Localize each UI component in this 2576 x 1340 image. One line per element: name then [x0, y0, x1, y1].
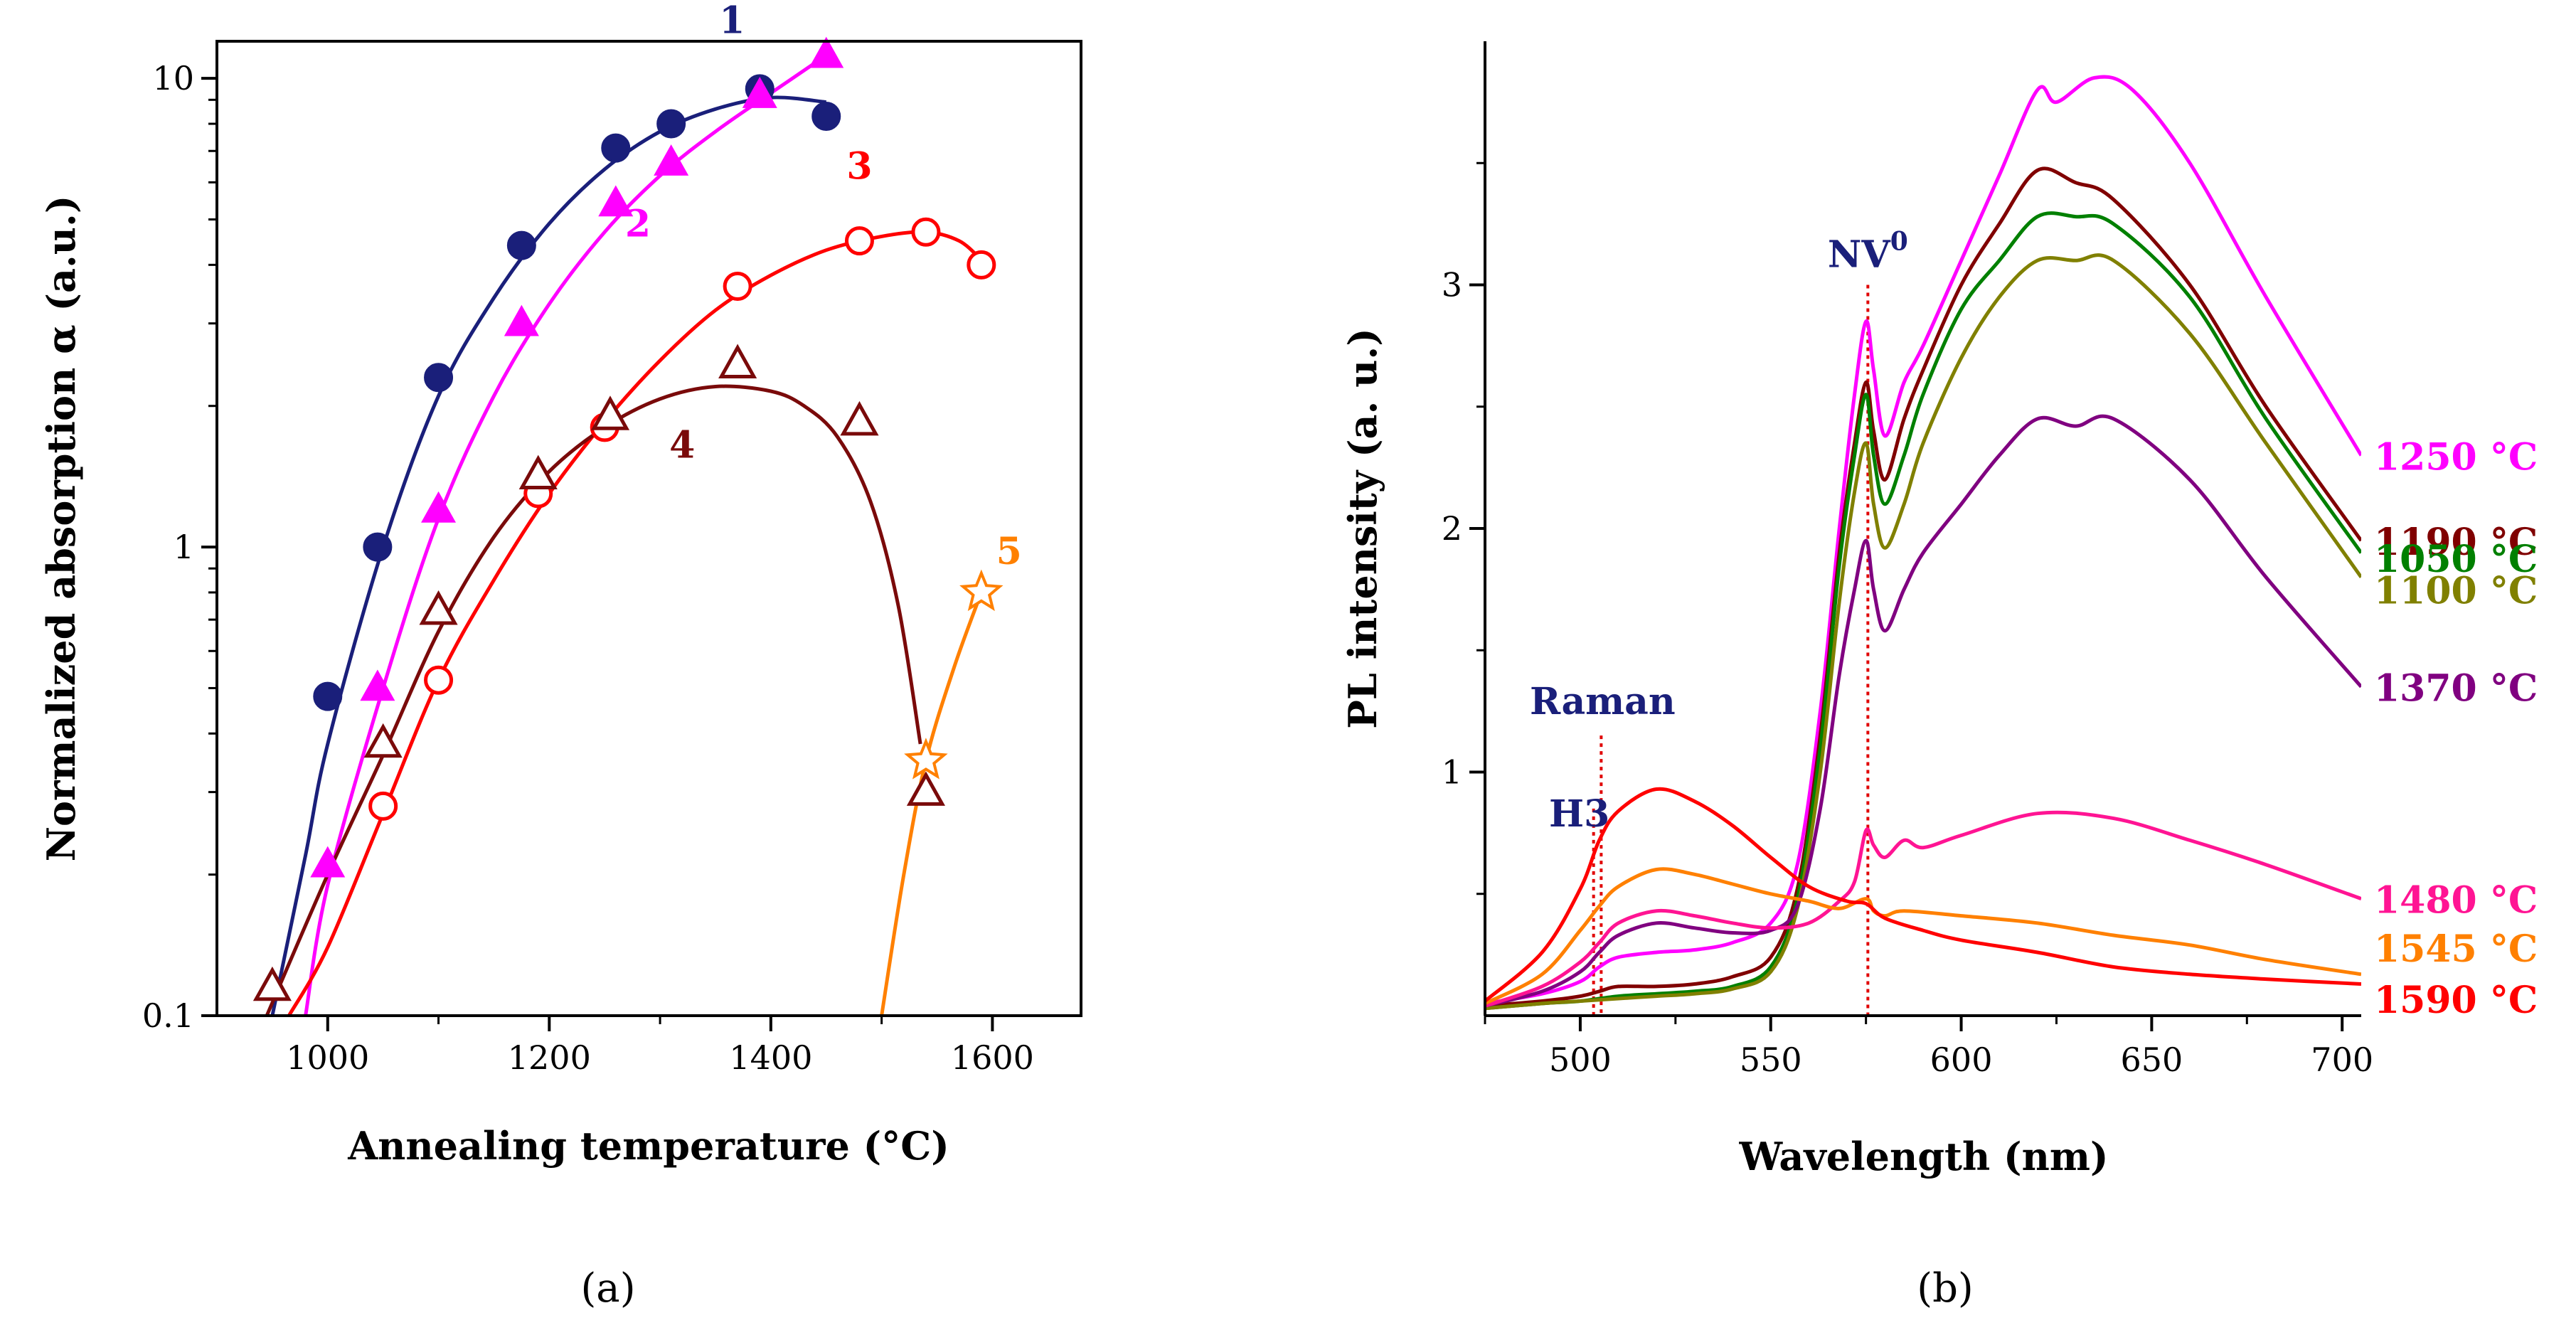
panel-a-point-series-3: [911, 217, 941, 247]
panel-a-point-series-4: [718, 344, 757, 378]
panel-a-point-series-4: [840, 400, 879, 436]
panel-b-xtick-label: 700: [2311, 1041, 2373, 1079]
panel-b-series-label-1050-c: 1050 °C: [2374, 538, 2538, 581]
panel-a-point-series-4: [906, 771, 945, 806]
panel-b-series-label-1590-c: 1590 °C: [2374, 979, 2538, 1022]
panel-b-curve-1050-c: [1485, 211, 2361, 1011]
panel-a-ytick-label: 1: [174, 528, 194, 566]
panel-a-point-series-2: [360, 669, 395, 701]
panel-b-ytick-label: 3: [1442, 266, 1462, 304]
panel-a-point-series-2: [421, 491, 457, 523]
panel-a-label: (a): [580, 1265, 635, 1312]
panel-a-frame: [215, 40, 1082, 1017]
panel-a-point-series-1: [601, 133, 631, 163]
panel-b-xtick-label: 650: [2120, 1041, 2183, 1079]
panel-a-ytick-label: 0.1: [142, 996, 194, 1035]
panel-b-series-label-1370-c: 1370 °C: [2374, 667, 2538, 711]
panel-a-point-series-4: [518, 454, 558, 490]
panel-b-marker-label-raman: Raman: [1530, 680, 1676, 723]
panel-a-fit-curve-3: [287, 230, 983, 1016]
panel-b-xlabel: Wavelength (nm): [1738, 1134, 2108, 1179]
panel-a-fit-curve-2: [304, 53, 828, 1016]
panel-a-point-series-2: [809, 36, 844, 68]
panel-b-curve-1100-c: [1485, 253, 2361, 1011]
panel-b-curve-1190-c: [1485, 166, 2361, 1008]
panel-b-chart: 500 550 600 650 700 1 2 3 NV0 Raman H3 1250 °C 1190…: [1340, 41, 2538, 1312]
panel-a-fit-curve-4: [265, 384, 922, 1016]
panel-a-point-series-2: [654, 144, 689, 176]
panel-a-chart: 1000 1200 1400 1600 0.1 1 10 1 2 3 4 5 Annealing t…: [38, 0, 1082, 1312]
panel-b-xtick-label: 500: [1549, 1041, 1612, 1079]
panel-b-series-label-1250-c: 1250 °C: [2374, 435, 2538, 479]
panel-a-point-series-3: [723, 272, 752, 302]
panel-a-point-series-3: [967, 250, 996, 280]
panel-a-fit-curve-1: [270, 95, 826, 1016]
panel-b-series-label-1100-c: 1100 °C: [2374, 570, 2538, 613]
panel-b-ylabel: PL intensity (a. u.): [1340, 328, 1385, 729]
panel-a-point-series-3: [368, 791, 398, 821]
panel-a-series-label-5: 5: [996, 530, 1022, 573]
panel-a-series-label-4: 4: [669, 424, 695, 467]
panel-a-point-series-5: [904, 738, 948, 780]
panel-b-xtick-label: 550: [1740, 1041, 1802, 1079]
panel-a-point-series-1: [363, 532, 393, 562]
panel-a-point-series-2: [742, 76, 777, 108]
panel-b-curve-1250-c: [1485, 75, 2361, 1006]
panel-a-point-series-1: [506, 230, 536, 260]
panel-b-series-label-1190-c: 1190 °C: [2374, 521, 2538, 564]
panel-b-series-label-1480-c: 1480 °C: [2374, 879, 2538, 922]
panel-a-xtick-label: 1200: [508, 1038, 591, 1077]
panel-a-xtick-label: 1600: [951, 1038, 1034, 1077]
panel-a-point-series-4: [363, 723, 403, 758]
panel-a-xtick-label: 1000: [286, 1038, 369, 1077]
panel-b-marker-label-nv0: NV0: [1828, 227, 1908, 277]
panel-b-curve-1370-c: [1485, 414, 2361, 1008]
panel-a-point-series-1: [313, 681, 343, 711]
panel-b-ytick-label: 2: [1442, 509, 1462, 548]
panel-b-label: (b): [1917, 1265, 1974, 1312]
panel-b-series-label-1545-c: 1545 °C: [2374, 927, 2538, 971]
panel-a-ylabel: Normalized absorption α (a.u.): [38, 196, 84, 862]
panel-a-point-series-2: [504, 304, 539, 336]
panel-a-point-series-5: [959, 569, 1004, 612]
panel-b-ytick-label: 1: [1442, 753, 1462, 792]
panel-a-point-series-3: [424, 665, 454, 695]
panel-b-curve-1480-c: [1485, 810, 2361, 1008]
panel-a-point-series-4: [590, 395, 630, 430]
panel-a-series-label-1: 1: [719, 0, 745, 42]
panel-a-point-series-1: [656, 109, 686, 139]
panel-a-series-label-3: 3: [846, 145, 872, 188]
panel-a-point-series-1: [424, 363, 454, 393]
panel-a-point-series-2: [598, 185, 634, 217]
panel-a-fit-curve-5: [880, 592, 984, 1016]
panel-b-curve-1590-c: [1485, 787, 2361, 1003]
panel-a-series-label-2: 2: [625, 202, 651, 245]
panel-a-point-series-1: [811, 101, 841, 131]
panel-a-point-series-3: [844, 226, 874, 256]
panel-a-point-series-4: [419, 590, 458, 625]
panel-a-point-series-4: [252, 966, 292, 1001]
panel-a-xlabel: Annealing temperature (°C): [347, 1123, 949, 1169]
panel-a-ytick-label: 10: [152, 59, 194, 97]
panel-a-xtick-label: 1400: [729, 1038, 812, 1077]
panel-a-point-series-2: [310, 846, 346, 878]
panel-b-xtick-label: 600: [1930, 1041, 1993, 1079]
panel-b-marker-label-h3: H3: [1549, 792, 1609, 836]
